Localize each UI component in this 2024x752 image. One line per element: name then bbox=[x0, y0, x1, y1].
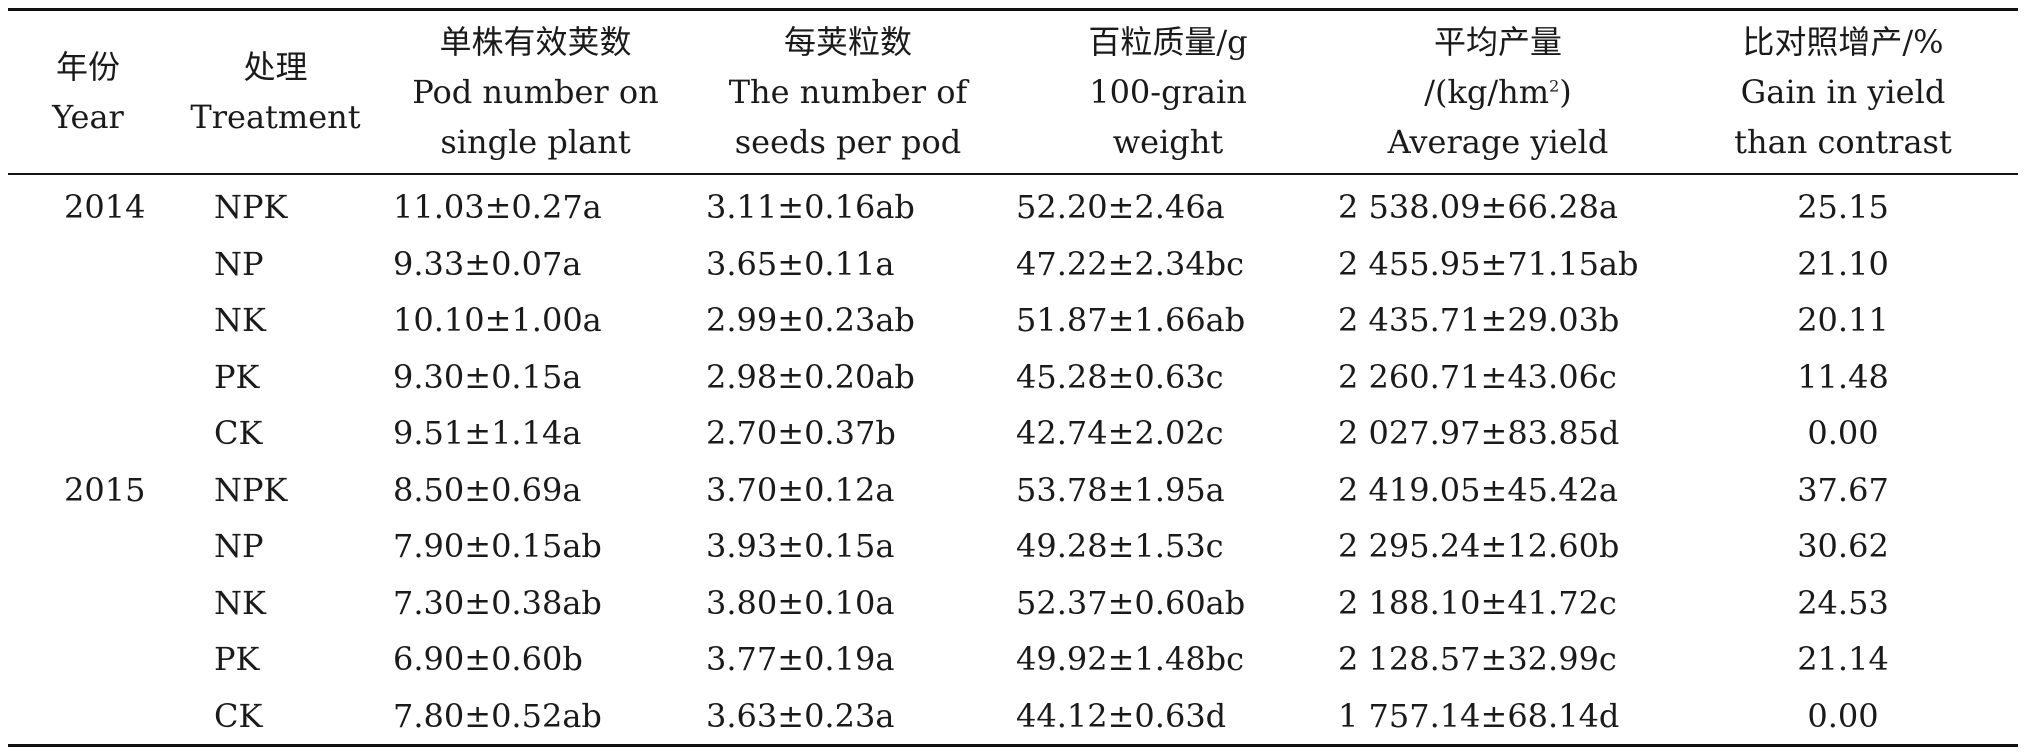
pod-number-cell: 10.10±1.00a bbox=[393, 301, 602, 339]
table-row: CK 7.80±0.52ab 3.63±0.23a 44.12±0.63d 1 757… bbox=[8, 688, 2018, 746]
average-yield-cell: 2 260.71±43.06c bbox=[1338, 357, 1617, 396]
year-cell: 2015 bbox=[64, 470, 146, 509]
treatment-cell: NPK bbox=[214, 470, 288, 509]
seeds-per-pod-cell: 3.70±0.12a bbox=[706, 470, 895, 509]
year-cell bbox=[8, 292, 168, 349]
average-yield-cell: 2 128.57±32.99c bbox=[1338, 640, 1617, 678]
yield-table-container: 年份 Year 处理 Treatment 单株有效荚数 Pod number o… bbox=[8, 8, 2018, 747]
pod-number-cell: 9.33±0.07a bbox=[393, 244, 582, 283]
seeds-per-pod-cell: 3.11±0.16ab bbox=[706, 188, 915, 226]
average-yield-cell: 2 538.09±66.28a bbox=[1338, 188, 1618, 226]
gain-cell: 25.15 bbox=[1797, 188, 1889, 226]
seeds-per-pod-cell: 3.93±0.15a bbox=[706, 527, 895, 565]
pod-number-cell: 9.30±0.15a bbox=[393, 357, 582, 396]
grain-weight-cell: 42.74±2.02c bbox=[1016, 414, 1224, 452]
grain-weight-cell: 49.92±1.48bc bbox=[1016, 640, 1245, 678]
table-row: PK 9.30±0.15a 2.98±0.20ab 45.28±0.63c 2 260… bbox=[8, 349, 2018, 406]
yield-unit: /(kg/hm2) bbox=[1424, 73, 1572, 111]
gain-cell: 0.00 bbox=[1807, 414, 1879, 452]
seeds-per-pod-cell: 3.77±0.19a bbox=[706, 640, 895, 678]
average-yield-cell: 2 435.71±29.03b bbox=[1338, 301, 1620, 339]
table-row: CK 9.51±1.14a 2.70±0.37b 42.74±2.02c 2 027.… bbox=[8, 405, 2018, 462]
header-seeds-per-pod: 每荚粒数 The number of seeds per pod bbox=[728, 23, 968, 161]
grain-weight-cell: 47.22±2.34bc bbox=[1016, 244, 1245, 283]
year-cell bbox=[8, 575, 168, 632]
table-row: 2015 NPK 8.50±0.69a 3.70±0.12a 53.78±1.95a 2… bbox=[8, 462, 2018, 519]
treatment-cell: NK bbox=[214, 583, 266, 622]
table-row: 2014 NPK 11.03±0.27a 3.11±0.16ab 52.20±2.46a… bbox=[8, 174, 2018, 236]
year-cell bbox=[8, 631, 168, 688]
treatment-cell: PK bbox=[214, 640, 260, 678]
grain-weight-cell: 45.28±0.63c bbox=[1016, 357, 1224, 396]
treatment-cell: PK bbox=[214, 357, 260, 396]
treatment-cell: NP bbox=[214, 244, 264, 283]
header-average-yield: 平均产量 /(kg/hm2) Average yield bbox=[1328, 10, 1668, 175]
header-year: 年份 Year bbox=[52, 48, 124, 136]
table-row: PK 6.90±0.60b 3.77±0.19a 49.92±1.48bc 2 128… bbox=[8, 631, 2018, 688]
table-row: NK 7.30±0.38ab 3.80±0.10a 52.37±0.60ab 2 18… bbox=[8, 575, 2018, 632]
average-yield-cell: 2 455.95±71.15ab bbox=[1338, 244, 1639, 283]
gain-cell: 11.48 bbox=[1797, 357, 1889, 396]
table-row: NP 7.90±0.15ab 3.93±0.15a 49.28±1.53c 2 295… bbox=[8, 518, 2018, 575]
pod-number-cell: 7.80±0.52ab bbox=[393, 696, 602, 735]
year-cell bbox=[8, 349, 168, 406]
grain-weight-cell: 44.12±0.63d bbox=[1016, 696, 1227, 735]
pod-number-cell: 8.50±0.69a bbox=[393, 470, 582, 509]
pod-number-cell: 11.03±0.27a bbox=[393, 188, 602, 226]
header-gain-in-yield: 比对照增产/% Gain in yield than contrast bbox=[1734, 23, 1952, 161]
average-yield-cell: 2 027.97±83.85d bbox=[1338, 414, 1620, 452]
grain-weight-cell: 49.28±1.53c bbox=[1016, 527, 1224, 565]
pod-number-cell: 7.90±0.15ab bbox=[393, 527, 602, 565]
grain-weight-cell: 52.37±0.60ab bbox=[1016, 583, 1246, 622]
year-cell bbox=[8, 405, 168, 462]
year-cell bbox=[8, 688, 168, 746]
grain-weight-cell: 53.78±1.95a bbox=[1016, 470, 1225, 509]
header-grain-weight: 百粒质量/g 100-grain weight bbox=[1088, 23, 1248, 161]
seeds-per-pod-cell: 2.99±0.23ab bbox=[706, 301, 915, 339]
seeds-per-pod-cell: 3.63±0.23a bbox=[706, 696, 895, 735]
table-row: NP 9.33±0.07a 3.65±0.11a 47.22±2.34bc 2 455… bbox=[8, 236, 2018, 293]
average-yield-cell: 2 295.24±12.60b bbox=[1338, 527, 1620, 565]
header-pod-number: 单株有效荚数 Pod number on single plant bbox=[412, 23, 659, 161]
table-header-row: 年份 Year 处理 Treatment 单株有效荚数 Pod number o… bbox=[8, 9, 2018, 175]
table-row: NK 10.10±1.00a 2.99±0.23ab 51.87±1.66ab 2 43… bbox=[8, 292, 2018, 349]
seeds-per-pod-cell: 2.70±0.37b bbox=[706, 414, 896, 452]
yield-table: 年份 Year 处理 Treatment 单株有效荚数 Pod number o… bbox=[8, 8, 2018, 747]
gain-cell: 0.00 bbox=[1807, 696, 1879, 735]
year-cell bbox=[8, 236, 168, 293]
average-yield-cell: 1 757.14±68.14d bbox=[1338, 696, 1620, 735]
gain-cell: 21.14 bbox=[1797, 640, 1889, 678]
treatment-cell: CK bbox=[214, 414, 263, 452]
gain-cell: 21.10 bbox=[1797, 244, 1889, 283]
seeds-per-pod-cell: 3.80±0.10a bbox=[706, 583, 895, 622]
grain-weight-cell: 51.87±1.66ab bbox=[1016, 301, 1246, 339]
gain-cell: 37.67 bbox=[1797, 470, 1889, 509]
treatment-cell: NPK bbox=[214, 188, 288, 226]
seeds-per-pod-cell: 2.98±0.20ab bbox=[706, 357, 915, 396]
pod-number-cell: 7.30±0.38ab bbox=[393, 583, 602, 622]
pod-number-cell: 6.90±0.60b bbox=[393, 640, 583, 678]
gain-cell: 24.53 bbox=[1797, 583, 1889, 622]
average-yield-cell: 2 419.05±45.42a bbox=[1338, 470, 1618, 509]
treatment-cell: NP bbox=[214, 527, 264, 565]
year-cell bbox=[8, 518, 168, 575]
treatment-cell: CK bbox=[214, 696, 263, 735]
gain-cell: 20.11 bbox=[1797, 301, 1889, 339]
table-body: 2014 NPK 11.03±0.27a 3.11±0.16ab 52.20±2.46a… bbox=[8, 174, 2018, 746]
average-yield-cell: 2 188.10±41.72c bbox=[1338, 583, 1617, 622]
pod-number-cell: 9.51±1.14a bbox=[393, 414, 582, 452]
year-cell: 2014 bbox=[64, 188, 146, 226]
gain-cell: 30.62 bbox=[1797, 527, 1889, 565]
seeds-per-pod-cell: 3.65±0.11a bbox=[706, 244, 895, 283]
treatment-cell: NK bbox=[214, 301, 266, 339]
grain-weight-cell: 52.20±2.46a bbox=[1016, 188, 1225, 226]
header-treatment: 处理 Treatment bbox=[190, 48, 361, 136]
